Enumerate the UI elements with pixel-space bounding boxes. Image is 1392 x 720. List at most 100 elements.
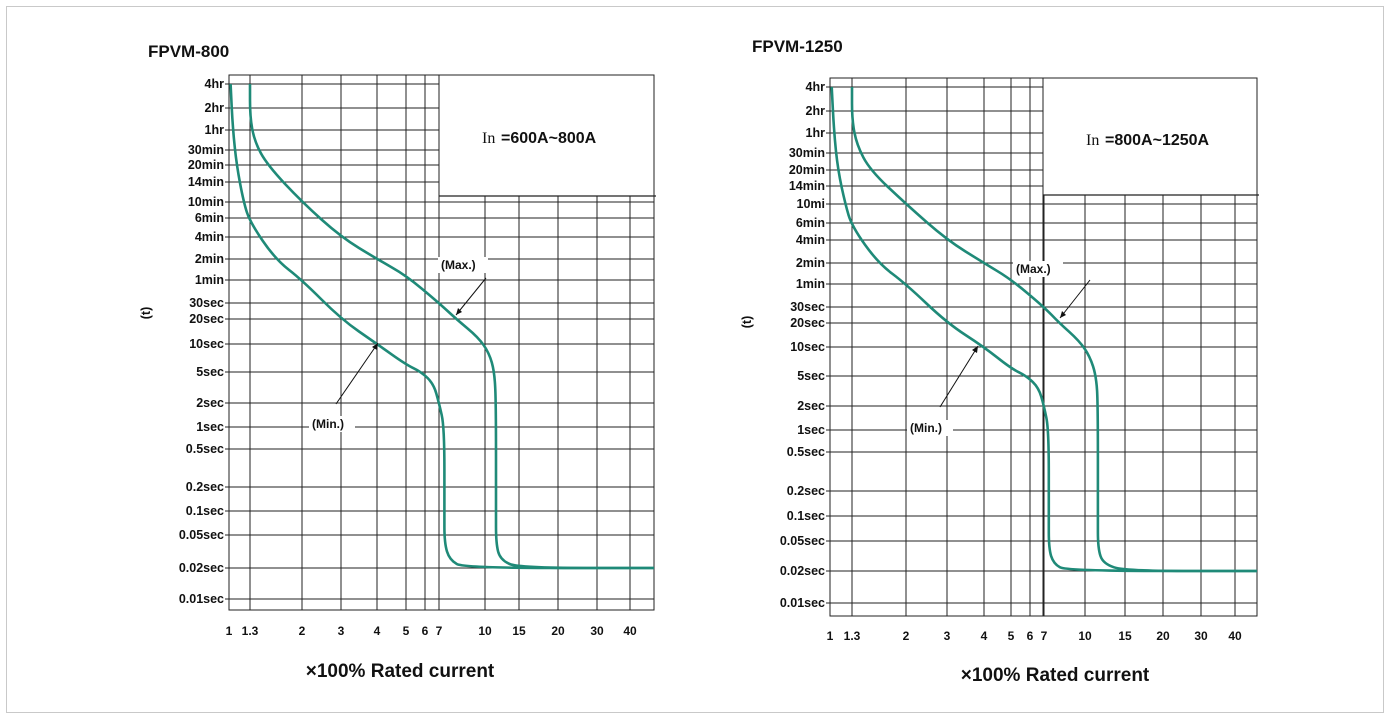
chart-2: FPVM-12504hr2hr1hr30min20min14min10mi6mi… [740,37,1259,686]
x-axis-title: ×100% Rated current [961,665,1150,686]
y-tick-label: 0.5sec [787,445,825,459]
y-tick-label: 4hr [205,77,225,91]
min-arrowhead [972,346,978,353]
y-tick-label: 30sec [790,300,825,314]
y-tick-label: 6min [796,216,825,230]
x-tick-label: 10 [1078,629,1092,643]
y-tick-label: 20sec [189,312,224,326]
max-arrowhead [1060,311,1066,318]
x-tick-label: 3 [944,629,951,643]
x-tick-label: 5 [1008,629,1015,643]
series-curve-max [248,83,654,570]
y-tick-label: 30min [789,146,825,160]
rating-label: In [1086,132,1099,149]
y-tick-label: 20min [789,163,825,177]
x-tick-label: 6 [1027,629,1034,643]
y-tick-label: 0.1sec [186,504,224,518]
y-tick-label: 30sec [189,296,224,310]
y-tick-label: 10min [188,195,224,209]
max-arrow [455,277,487,316]
y-tick-label: 0.05sec [780,534,825,548]
x-tick-label: 1.3 [242,624,259,638]
chart-title: FPVM-1250 [752,37,843,56]
x-tick-label: 7 [436,624,443,638]
y-tick-label: 30min [188,143,224,157]
rating-box [1042,77,1258,196]
y-tick-label: 4min [195,230,224,244]
x-tick-label: 7 [1041,629,1048,643]
y-tick-label: 20min [188,158,224,172]
rating-label: In [482,130,495,147]
x-axis-title: ×100% Rated current [306,661,495,682]
x-tick-label: 30 [1194,629,1208,643]
y-tick-label: 10mi [797,197,826,211]
y-tick-label: 1sec [196,420,224,434]
y-tick-label: 1hr [205,123,225,137]
y-tick-label: 0.01sec [780,596,825,610]
max-arrowhead [456,308,462,315]
min-annotation: (Min.) [910,421,942,435]
y-tick-label: 10sec [790,340,825,354]
series-curve-min [229,83,654,570]
y-tick-label: 0.02sec [780,564,825,578]
y-tick-label: 10sec [189,337,224,351]
y-tick-label: 0.05sec [179,528,224,542]
y-tick-label: 0.01sec [179,592,224,606]
y-tick-label: 5sec [196,365,224,379]
min-annotation: (Min.) [312,417,344,431]
chart-1: FPVM-8004hr2hr1hr30min20min14min10min6mi… [139,42,656,682]
series-curve-max [850,87,1257,573]
y-tick-label: 0.2sec [186,480,224,494]
y-tick-label: 14min [188,175,224,189]
max-annotation: (Max.) [1016,262,1051,276]
max-annotation: (Max.) [441,258,476,272]
min-label-bg [907,420,953,436]
min-arrowhead [372,343,378,350]
x-tick-label: 1.3 [844,629,861,643]
y-axis-title: (t) [139,307,153,320]
y-tick-label: 2hr [806,104,826,118]
y-tick-label: 0.02sec [179,561,224,575]
y-tick-label: 1hr [806,126,826,140]
max-label-bg [1013,261,1063,277]
x-tick-label: 5 [403,624,410,638]
x-tick-label: 4 [374,624,381,638]
x-tick-label: 1 [226,624,233,638]
y-tick-label: 6min [195,211,224,225]
y-tick-label: 4min [796,233,825,247]
x-tick-label: 15 [512,624,526,638]
x-tick-label: 4 [981,629,988,643]
series-curve-min [830,86,1257,573]
y-tick-label: 2hr [205,101,225,115]
x-tick-label: 20 [1156,629,1170,643]
chart-frame [6,6,1384,713]
y-axis-title: (t) [740,316,754,329]
chart-title: FPVM-800 [148,42,229,61]
max-label-bg [438,257,488,273]
x-tick-label: 2 [903,629,910,643]
x-tick-label: 6 [422,624,429,638]
x-tick-label: 1 [827,629,834,643]
y-tick-label: 0.2sec [787,484,825,498]
y-tick-label: 20sec [790,316,825,330]
y-tick-label: 2sec [196,396,224,410]
min-label-bg [309,416,355,432]
y-tick-label: 0.1sec [787,509,825,523]
y-tick-label: 2sec [797,399,825,413]
rating-value: =600A~800A [501,130,597,147]
max-arrow [1059,279,1091,319]
x-tick-label: 40 [1228,629,1242,643]
y-tick-label: 1min [796,277,825,291]
x-tick-label: 15 [1118,629,1132,643]
x-tick-label: 10 [478,624,492,638]
x-tick-label: 40 [623,624,637,638]
min-arrow [939,345,979,408]
y-tick-label: 14min [789,179,825,193]
y-tick-label: 4hr [806,80,826,94]
y-tick-label: 2min [195,252,224,266]
y-tick-label: 0.5sec [186,442,224,456]
x-tick-label: 20 [551,624,565,638]
x-tick-label: 3 [338,624,345,638]
y-tick-label: 2min [796,256,825,270]
